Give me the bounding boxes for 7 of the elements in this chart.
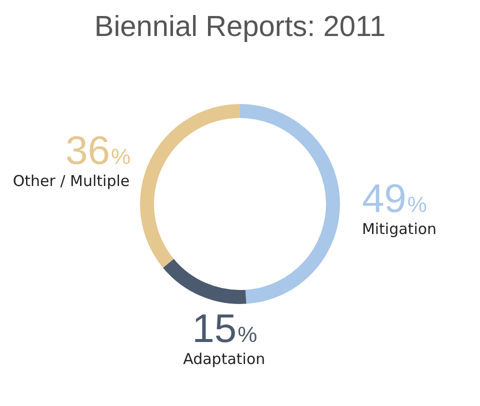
- data-label: 15%: [192, 307, 258, 351]
- chart-title: Biennial Reports: 2011: [93, 10, 387, 45]
- slice-label: Mitigation: [362, 220, 437, 238]
- slice-label: Other / Multiple: [12, 172, 130, 190]
- data-label: 49%: [362, 177, 427, 222]
- slice-label: Adaptation: [183, 350, 266, 368]
- data-label: 36%: [66, 129, 131, 174]
